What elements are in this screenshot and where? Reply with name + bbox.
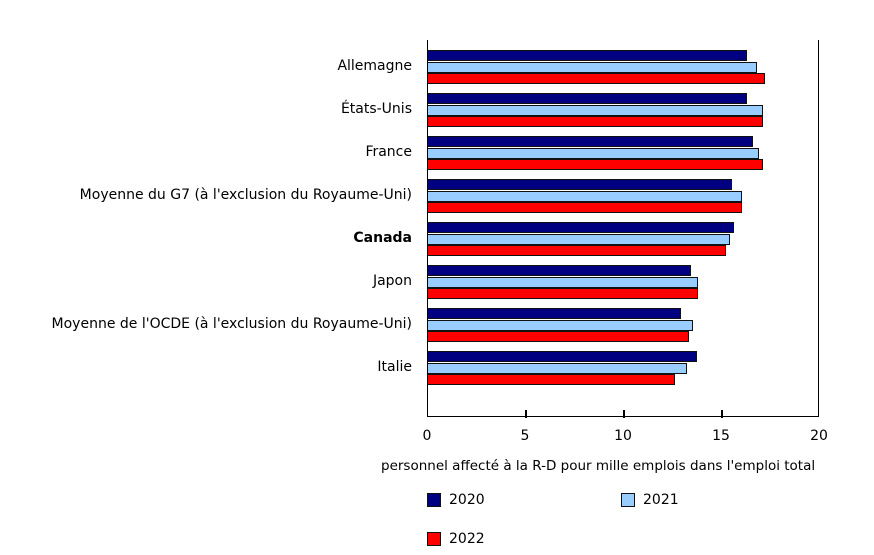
legend-swatch-2021 [621,493,635,507]
plot-area [427,40,819,417]
x-tick-label: 5 [520,428,530,444]
bar-2021 [428,276,699,288]
bar-2020 [428,136,754,147]
bar-2022 [428,159,764,170]
category-label: Japon [372,273,412,289]
x-tick [721,410,723,418]
bar-2022 [428,202,742,213]
bar-2021 [428,104,764,116]
bar-2022 [428,374,675,385]
bar-2020 [428,351,697,362]
category-label: Italie [377,359,412,375]
category-label: France [365,144,412,160]
bar-2022 [428,245,726,256]
bar-2021 [428,233,730,245]
legend-swatch-2022 [427,532,441,546]
bar-2022 [428,331,689,342]
bar-2021 [428,147,760,159]
bar-2020 [428,308,681,319]
bar-2020 [428,222,734,233]
legend-swatch-2020 [427,493,441,507]
category-label: Allemagne [337,58,412,74]
bar-2021 [428,61,758,73]
bar-2021 [428,362,687,374]
x-tick-label: 20 [810,428,828,444]
category-label: Moyenne du G7 (à l'exclusion du Royaume-… [79,187,412,203]
bar-2020 [428,179,732,190]
legend-label-2022: 2022 [449,531,485,547]
bar-2020 [428,93,748,104]
category-label: États-Unis [340,101,412,117]
x-tick-label: 10 [614,428,632,444]
legend-item-2020: 2020 [427,492,485,508]
bar-2021 [428,190,742,202]
x-axis-title: personnel affecté à la R-D pour mille em… [381,458,816,474]
legend-label-2021: 2021 [643,492,679,508]
bar-2020 [428,50,748,61]
category-label: Canada [353,230,412,246]
legend-label-2020: 2020 [449,492,485,508]
bar-2021 [428,319,693,331]
x-tick-label: 0 [422,428,432,444]
category-label: Moyenne de l'OCDE (à l'exclusion du Roya… [51,316,412,332]
bar-2022 [428,116,764,127]
x-tick [525,410,527,418]
bar-2022 [428,288,699,299]
bar-2020 [428,265,691,276]
x-tick [623,410,625,418]
legend-item-2021: 2021 [621,492,679,508]
bar-2022 [428,73,766,84]
legend-item-2022: 2022 [427,531,485,547]
x-tick-label: 15 [712,428,730,444]
